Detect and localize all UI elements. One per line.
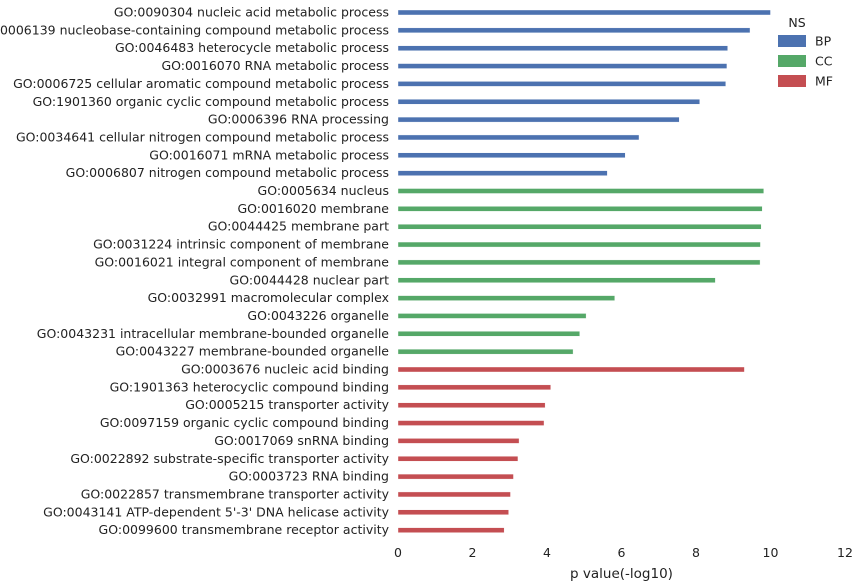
x-axis-title: p value(-log10) [570, 566, 673, 582]
category-label: GO:0043231 intracellular membrane-bounde… [37, 326, 390, 341]
legend-swatch-cc [778, 55, 806, 67]
bar-mf [397, 456, 519, 462]
x-tick-label: 12 [837, 545, 853, 560]
category-label: GO:0099600 transmembrane receptor activi… [99, 522, 390, 537]
bar-cc [397, 295, 615, 301]
category-label: GO:0090304 nucleic acid metabolic proces… [114, 5, 389, 20]
category-label: GO:0016070 RNA metabolic process [161, 58, 389, 73]
bar-cc [397, 277, 716, 283]
category-label: GO:0006139 nucleobase-containing compoun… [0, 22, 389, 37]
bar-cc [397, 188, 764, 194]
bar-mf [397, 420, 545, 426]
category-label: GO:0003676 nucleic acid binding [181, 362, 389, 377]
x-tick-label: 4 [543, 545, 551, 560]
bar-bp [397, 81, 726, 87]
bars-group [397, 9, 771, 533]
bar-mf [397, 384, 551, 391]
category-label: GO:0006396 RNA processing [208, 112, 389, 127]
legend-swatch-bp [778, 35, 806, 47]
bar-cc [397, 206, 763, 212]
bar-cc [397, 259, 761, 266]
category-label: GO:0043226 organelle [247, 308, 389, 323]
category-label: GO:0032991 macromolecular complex [148, 290, 389, 305]
category-label: GO:0034641 cellular nitrogen compound me… [16, 129, 389, 144]
bar-bp [397, 116, 680, 123]
legend-label-mf: MF [815, 74, 833, 89]
x-tick-label: 0 [394, 545, 402, 560]
bar-cc [397, 241, 761, 248]
bar-mf [397, 491, 511, 498]
bar-mf [397, 438, 520, 444]
legend: NS BP CC MF [778, 15, 833, 89]
legend-label-cc: CC [815, 54, 833, 69]
bar-bp [397, 45, 728, 51]
bar-mf [397, 402, 546, 408]
x-axis-ticks: 0 2 4 6 8 10 12 [394, 545, 853, 560]
category-label: GO:0003723 RNA binding [229, 469, 389, 484]
category-label: GO:0017069 snRNA binding [214, 433, 389, 448]
bar-cc [397, 348, 574, 355]
category-label: GO:0016021 integral component of membran… [95, 254, 390, 269]
x-tick-label: 6 [618, 545, 626, 560]
bar-bp [397, 170, 608, 176]
x-tick-label: 10 [763, 545, 779, 560]
bar-bp [397, 99, 700, 105]
legend-items: BP CC MF [778, 34, 833, 89]
bar-cc [397, 313, 587, 319]
category-label: GO:0006807 nitrogen compound metabolic p… [66, 165, 389, 180]
category-label: GO:0005215 transporter activity [185, 397, 389, 412]
category-label: GO:0031224 intrinsic component of membra… [93, 237, 389, 252]
x-tick-label: 2 [469, 545, 477, 560]
bar-bp [397, 152, 626, 159]
legend-swatch-mf [778, 75, 806, 87]
category-label: GO:0046483 heterocycle metabolic process [115, 40, 389, 55]
bar-cc [397, 223, 762, 230]
category-label: GO:0043227 membrane-bounded organelle [116, 344, 390, 359]
bar-bp [397, 63, 728, 69]
bar-mf [397, 366, 745, 373]
category-label: GO:0022892 substrate-specific transporte… [70, 451, 389, 466]
category-label: GO:0044428 nuclear part [230, 272, 390, 287]
category-label: GO:1901363 heterocyclic compound binding [110, 379, 389, 394]
bar-bp [397, 134, 640, 141]
legend-title: NS [788, 15, 805, 30]
legend-label-bp: BP [815, 34, 832, 49]
bar-cc [397, 331, 580, 337]
x-tick-label: 8 [692, 545, 700, 560]
category-label: GO:0044425 membrane part [208, 219, 389, 234]
category-label: GO:0016020 membrane [237, 201, 389, 216]
bar-mf [397, 473, 514, 480]
bar-mf [397, 527, 505, 533]
category-labels: GO:0090304 nucleic acid metabolic proces… [0, 5, 390, 538]
category-label: GO:0016071 mRNA metabolic process [149, 147, 389, 162]
bar-bp [397, 9, 771, 16]
category-label: GO:0043141 ATP-dependent 5'-3' DNA helic… [43, 504, 389, 519]
category-label: GO:0097159 organic cyclic compound bindi… [100, 415, 389, 430]
category-label: GO:0006725 cellular aromatic compound me… [13, 76, 389, 91]
category-label: GO:0022857 transmembrane transporter act… [81, 486, 390, 501]
category-label: GO:1901360 organic cyclic compound metab… [33, 94, 389, 109]
category-label: GO:0005634 nucleus [258, 183, 389, 198]
bar-bp [397, 27, 751, 34]
bar-mf [397, 509, 509, 515]
